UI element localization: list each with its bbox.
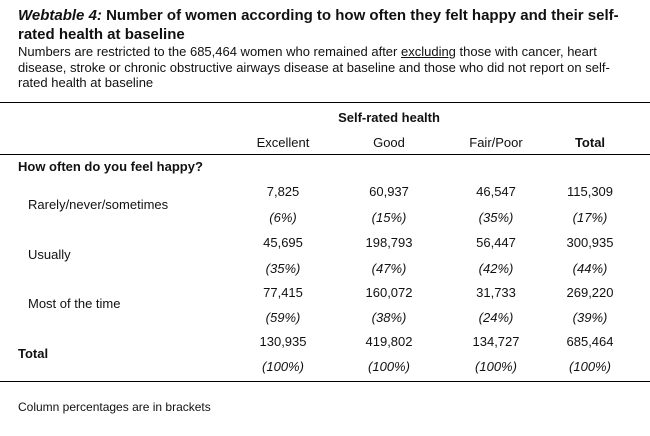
- cell-count: 160,072: [365, 285, 413, 300]
- cell-count: 60,937: [369, 184, 409, 199]
- cell-percent: (59%): [265, 310, 301, 325]
- cell-count: 77,415: [263, 285, 303, 300]
- row-label-rarely: Rarely/never/sometimes: [28, 197, 169, 212]
- row-label-usually: Usually: [28, 247, 71, 262]
- group-header: Self-rated health: [338, 110, 440, 125]
- cell-count: 31,733: [476, 285, 516, 300]
- cell-count: 46,547: [476, 184, 516, 199]
- cell-percent: (100%): [569, 359, 611, 374]
- row-label-total: Total: [18, 346, 49, 361]
- cell-percent: (42%): [478, 261, 514, 276]
- cell-count: 130,935: [259, 334, 307, 349]
- top-rule: [0, 102, 650, 103]
- table-title: Webtable 4: Number of women according to…: [18, 6, 638, 44]
- cell-count: 115,309: [566, 184, 614, 199]
- cell-percent: (6%): [269, 210, 297, 225]
- table-description: Numbers are restricted to the 685,464 wo…: [18, 44, 638, 91]
- cell-count: 198,793: [365, 235, 413, 250]
- column-header-fair-poor: Fair/Poor: [469, 135, 523, 150]
- cell-percent: (100%): [262, 359, 304, 374]
- cell-percent: (100%): [368, 359, 410, 374]
- cell-percent: (100%): [475, 359, 517, 374]
- description-underlined: excluding: [400, 44, 456, 59]
- row-label-most-of-the-time: Most of the time: [28, 296, 121, 311]
- column-header-good: Good: [373, 135, 405, 150]
- cell-count: 269,220: [566, 285, 614, 300]
- table-title-text: Number of women according to how often t…: [18, 7, 619, 43]
- cell-count: 7,825: [266, 184, 300, 199]
- cell-percent: (17%): [572, 210, 608, 225]
- cell-count: 56,447: [476, 235, 516, 250]
- cell-count: 300,935: [566, 235, 614, 250]
- cell-percent: (35%): [265, 261, 301, 276]
- cell-percent: (39%): [572, 310, 608, 325]
- description-text: Numbers are restricted to the 685,464 wo…: [18, 44, 401, 59]
- table-number: Webtable 4:: [18, 7, 102, 24]
- cell-percent: (15%): [371, 210, 407, 225]
- column-header-excellent: Excellent: [256, 135, 310, 150]
- column-header-total: Total: [574, 135, 606, 150]
- footnote: Column percentages are in brackets: [18, 400, 211, 414]
- bottom-rule: [0, 381, 650, 382]
- description-text-end: those with cancer, heart disease, stroke…: [18, 44, 610, 90]
- cell-percent: (35%): [478, 210, 514, 225]
- cell-count: 134,727: [472, 334, 520, 349]
- cell-percent: (24%): [478, 310, 514, 325]
- cell-count: 419,802: [365, 334, 413, 349]
- cell-percent: (44%): [572, 261, 608, 276]
- cell-percent: (47%): [371, 261, 407, 276]
- question-label: How often do you feel happy?: [18, 159, 203, 174]
- header-rule: [0, 154, 650, 155]
- cell-count: 45,695: [263, 235, 303, 250]
- cell-percent: (38%): [371, 310, 407, 325]
- cell-count: 685,464: [566, 334, 614, 349]
